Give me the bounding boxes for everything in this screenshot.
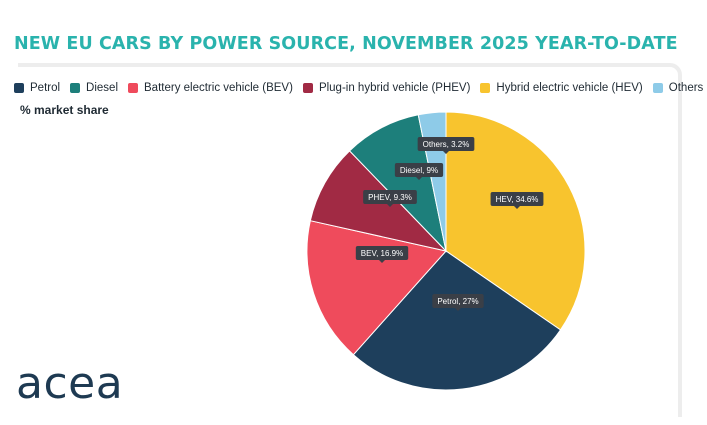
legend: Petrol Diesel Battery electric vehicle (BE… — [14, 82, 707, 94]
data-label-box — [355, 246, 409, 260]
legend-swatch — [14, 83, 24, 93]
data-label-box — [363, 190, 417, 204]
data-label-pointer — [443, 151, 449, 154]
legend-swatch — [128, 83, 139, 93]
chart-frame — [18, 63, 682, 417]
legend-item: Battery electric vehicle (BEV) — [128, 82, 293, 94]
data-label-box — [490, 192, 544, 206]
data-label-text: Petrol, 27% — [437, 297, 478, 306]
data-label-pointer — [379, 260, 385, 263]
legend-swatch — [652, 83, 663, 93]
pie-slice-petrol — [352, 250, 562, 391]
data-label-pointer — [387, 204, 393, 207]
data-label-text: PHEV, 9.3% — [368, 193, 412, 202]
data-label-others: Others, 3.2% — [417, 137, 475, 154]
legend-item: Hybrid electric vehicle (HEV) — [480, 82, 643, 94]
data-label-text: Others, 3.2% — [423, 140, 470, 149]
legend-swatch — [70, 83, 81, 93]
data-label-box — [432, 294, 484, 308]
data-label-pointer — [514, 206, 520, 209]
legend-item: Petrol — [14, 82, 60, 94]
data-label-bev: BEV, 16.9% — [355, 246, 409, 263]
data-label-box — [417, 137, 475, 151]
legend-item: Others — [652, 82, 704, 94]
legend-item: Plug-in hybrid vehicle (PHEV) — [302, 82, 471, 94]
data-label-text: HEV, 34.6% — [496, 195, 539, 204]
legend-label: Diesel — [86, 82, 119, 94]
data-label-pointer — [455, 308, 461, 311]
legend-label: Battery electric vehicle (BEV) — [144, 82, 293, 94]
legend-label: Hybrid electric vehicle (HEV) — [496, 82, 643, 94]
chart-subtitle: % market share — [20, 103, 109, 117]
data-label-hev: HEV, 34.6% — [490, 192, 544, 209]
data-label-text: BEV, 16.9% — [361, 249, 403, 258]
pie-slice-bev — [306, 220, 447, 356]
data-label-pointer — [416, 177, 422, 180]
chart-title: NEW EU CARS BY POWER SOURCE, NOVEMBER 20… — [14, 34, 678, 54]
legend-label: Others — [668, 82, 704, 94]
pie-slice-hev — [445, 111, 586, 331]
legend-swatch — [302, 83, 313, 93]
legend-label: Petrol — [30, 82, 61, 94]
data-label-box — [394, 163, 444, 177]
data-label-diesel: Diesel, 9% — [394, 163, 444, 180]
acea-logo: acea — [16, 358, 124, 409]
legend-item: Diesel — [70, 82, 118, 94]
data-label-text: Diesel, 9% — [400, 166, 438, 175]
data-label-petrol: Petrol, 27% — [432, 294, 484, 311]
legend-label: Plug-in hybrid vehicle (PHEV) — [318, 82, 471, 94]
data-label-phev: PHEV, 9.3% — [363, 190, 417, 207]
legend-swatch — [480, 83, 491, 93]
